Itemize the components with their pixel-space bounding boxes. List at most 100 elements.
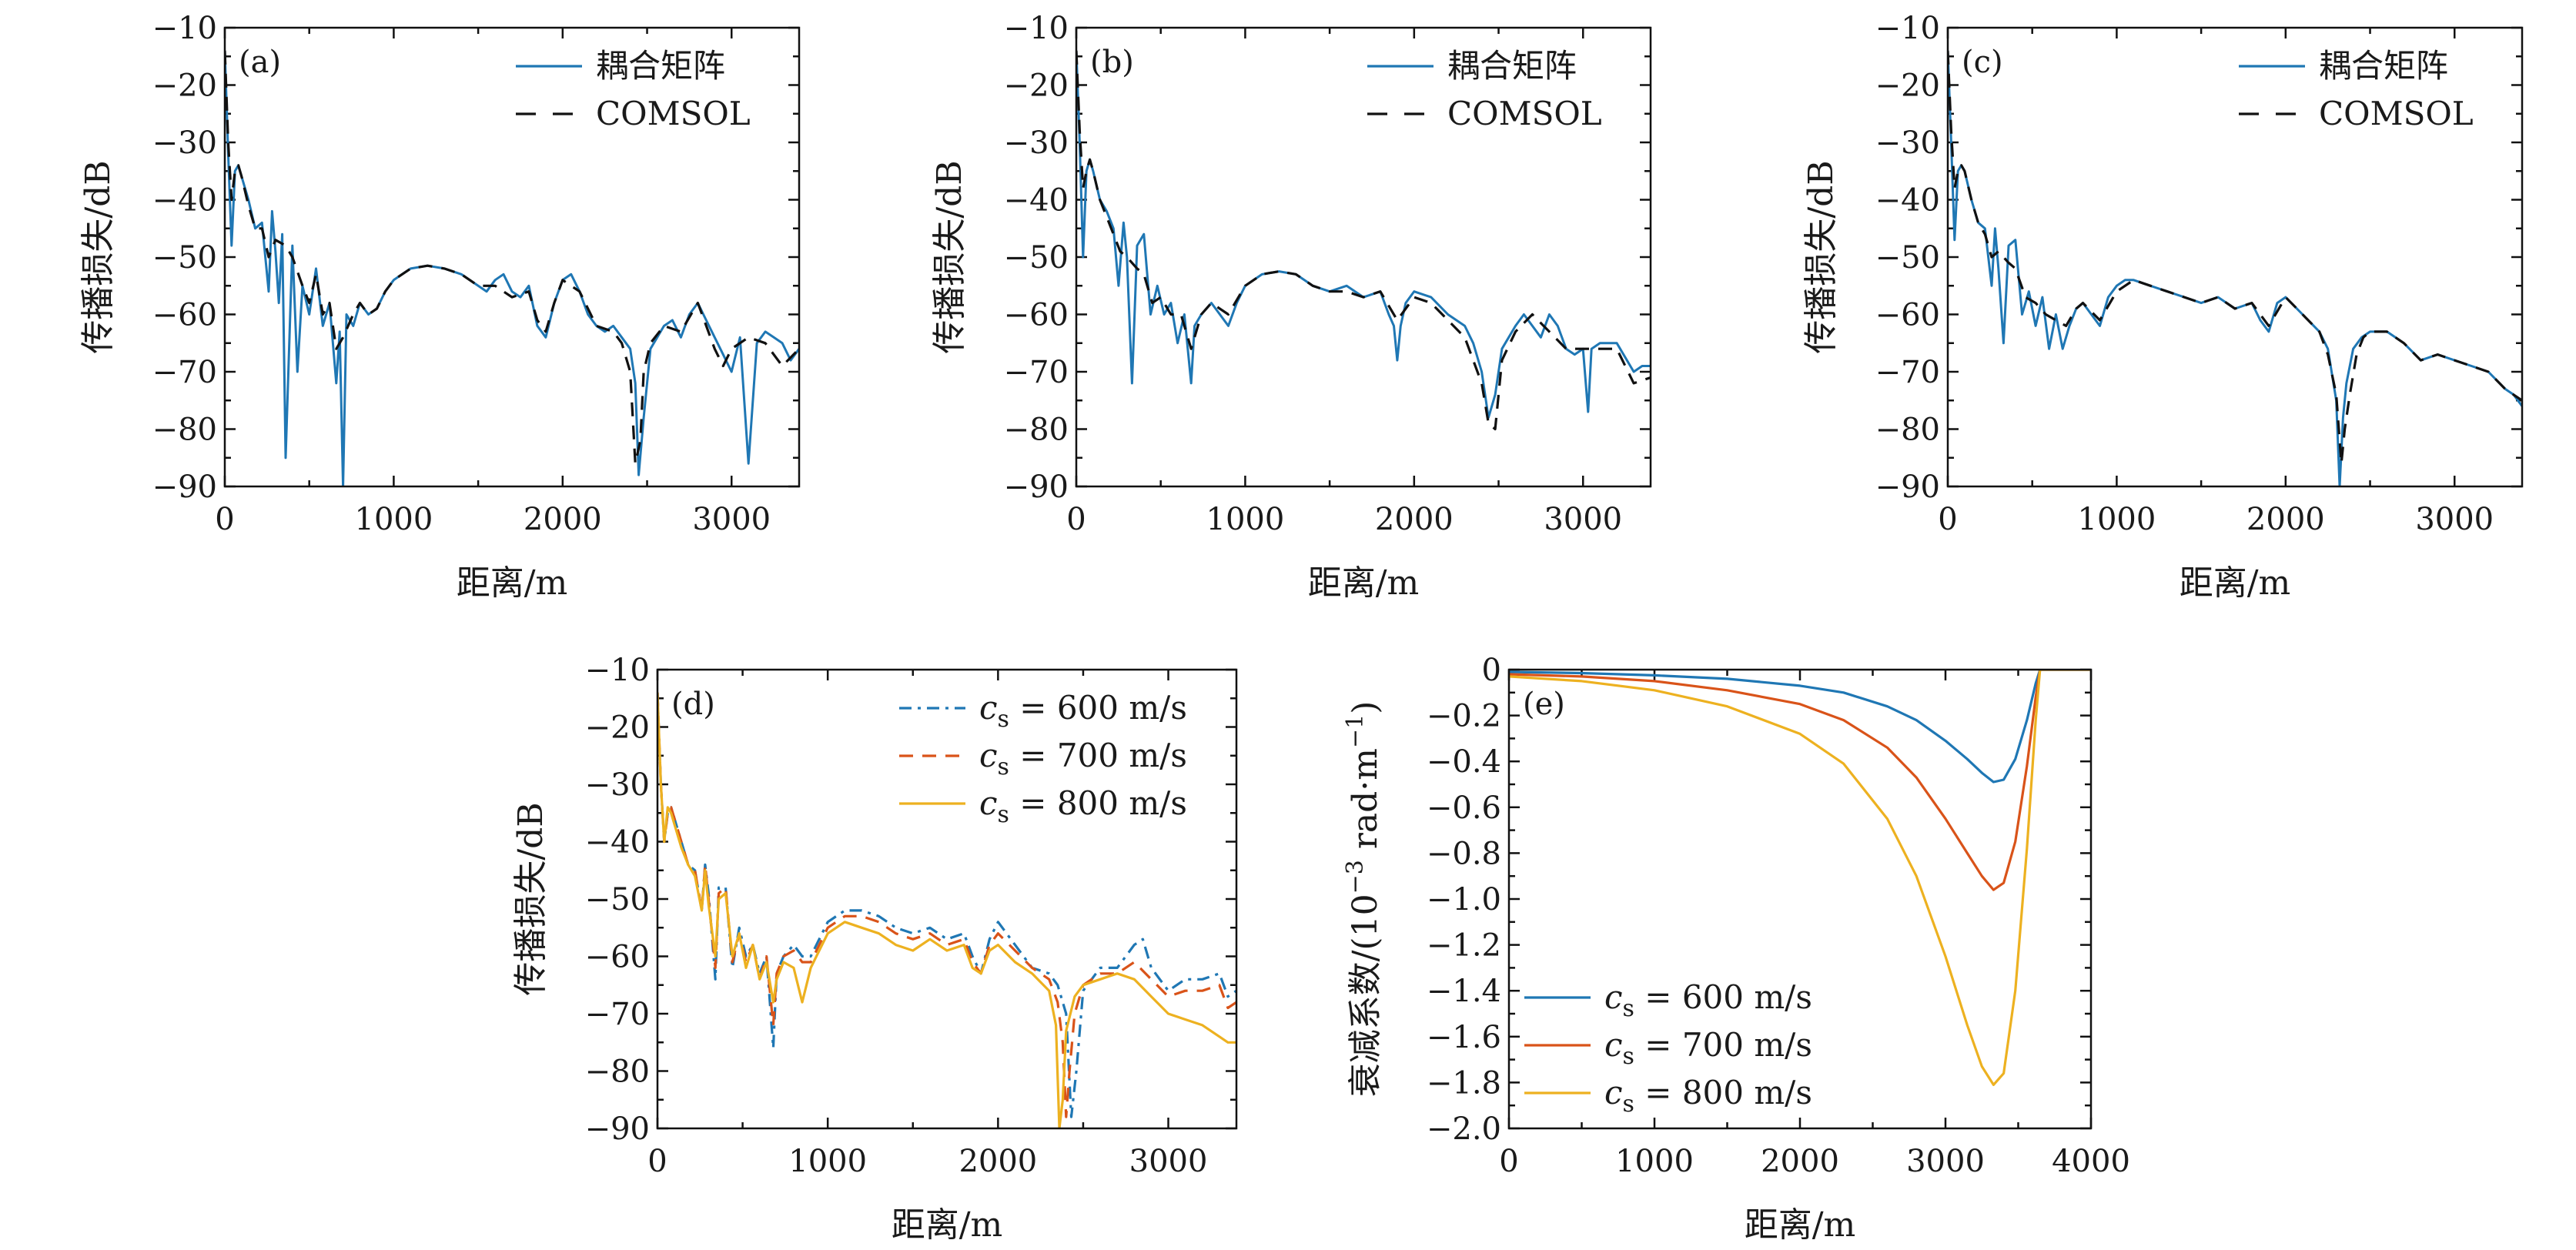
y-axis-title: 传播损失/dB [511,802,550,995]
x-tick-label: 0 [647,1144,667,1179]
y-tick-label: −10 [1875,11,1940,46]
y-tick-label: −40 [1875,183,1940,219]
legend: cs = 600 m/scs = 700 m/scs = 800 m/s [1524,978,1812,1118]
x-tick-label: 4000 [2052,1144,2130,1179]
x-axis-title: 距离/m [1745,1205,1856,1245]
x-tick-label: 0 [215,502,234,537]
y-tick-label: −80 [1004,413,1069,448]
y-tick-label: −20 [152,69,217,104]
x-tick-label: 2000 [958,1144,1037,1179]
series-line-1 [225,50,799,465]
legend: 耦合矩阵 COMSOL [516,47,751,132]
legend-label: COMSOL [2319,95,2474,132]
x-tick-label: 3000 [692,502,771,537]
y-tick-label: −1.8 [1427,1065,1501,1101]
plot-frame [656,668,1238,1130]
y-tick-label: −40 [152,183,217,219]
y-tick-label: −60 [1004,298,1069,333]
y-tick-label: −1.2 [1427,928,1501,964]
x-tick-label: 1000 [1206,502,1285,537]
series-line-0 [225,50,799,486]
y-tick-label: −30 [152,125,217,161]
series-line-1 [1509,670,2091,891]
y-tick-label: −30 [585,767,650,803]
x-tick-label: 1000 [355,502,433,537]
legend-label: cs = 800 m/s [979,784,1187,828]
y-tick-label: −50 [1875,240,1940,276]
y-tick-label: −20 [1004,69,1069,104]
x-tick-label: 2000 [1375,502,1454,537]
series-line-1 [1076,50,1651,431]
y-tick-label: −70 [152,355,217,390]
x-tick-label: 3000 [1906,1144,1985,1179]
x-tick-label: 2000 [524,502,602,537]
y-tick-label: −30 [1875,125,1940,161]
y-axis-title: 传播损失/dB [1802,160,1841,353]
legend-label: 耦合矩阵 [2319,47,2448,85]
y-tick-label: −40 [1004,183,1069,219]
x-tick-label: 2000 [2246,502,2325,537]
legend: 耦合矩阵 COMSOL [1367,47,1602,132]
plot-frame [223,26,801,488]
y-tick-label: −90 [152,470,217,505]
y-tick-label: −1.0 [1427,882,1501,917]
panel-label: (c) [1962,45,2003,80]
y-tick-label: −0.8 [1427,836,1501,871]
y-tick-label: −80 [1875,413,1940,448]
legend-label: 耦合矩阵 [596,47,725,85]
series-line-0 [1076,50,1651,419]
x-tick-label: 3000 [2415,502,2494,537]
legend-label: COMSOL [596,95,751,132]
series-line-2 [1509,670,2091,1086]
y-tick-label: −50 [1004,240,1069,276]
series-line-1 [1948,50,2522,465]
x-tick-label: 0 [1066,502,1086,537]
y-tick-label: −70 [585,997,650,1032]
y-tick-label: −60 [1875,298,1940,333]
y-tick-label: 0 [1482,653,1501,688]
y-tick-label: −50 [152,240,217,276]
x-tick-label: 3000 [1129,1144,1208,1179]
y-tick-label: −20 [1875,69,1940,104]
legend-label: 耦合矩阵 [1447,47,1577,85]
x-tick-label: 3000 [1544,502,1622,537]
y-tick-label: −1.4 [1427,974,1501,1009]
plot-frame [1946,26,2524,488]
panel-b: 0 1000 2000 3000 −10 −20 −30 −40 −50 −60 −70 −80 −90… [930,11,1652,603]
y-tick-label: −80 [585,1054,650,1090]
x-axis-title: 距离/m [457,563,568,603]
panel-a: 0 1000 2000 3000 −10 −20 −30 −40 −50 −60 −70 −80 −90… [79,11,801,603]
legend-label: cs = 800 m/s [1604,1074,1812,1118]
y-tick-label: −30 [1004,125,1069,161]
y-tick-label: −70 [1875,355,1940,390]
legend-label: cs = 600 m/s [1604,978,1812,1022]
legend-label: cs = 700 m/s [979,737,1187,780]
y-tick-label: −10 [1004,11,1069,46]
x-axis-title: 距离/m [892,1205,1003,1245]
x-tick-label: 1000 [788,1144,867,1179]
y-tick-label: −0.2 [1427,699,1501,734]
y-tick-label: −60 [585,940,650,975]
plot-frame [1075,26,1652,488]
legend-label: COMSOL [1447,95,1602,132]
plot-frame [1507,668,2093,1130]
y-tick-label: −2.0 [1427,1111,1501,1147]
panel-e: 0 1000 2000 3000 4000 0 −0.2 −0.4 −0.6 −0.8 −1.0 −1… [1342,653,2130,1245]
y-tick-label: −90 [585,1111,650,1147]
y-tick-label: −0.4 [1427,744,1501,780]
y-axis-title: 传播损失/dB [930,160,969,353]
y-tick-label: −60 [152,298,217,333]
x-tick-label: 0 [1499,1144,1518,1179]
y-tick-label: −1.6 [1427,1020,1501,1055]
y-tick-label: −90 [1875,470,1940,505]
y-axis-title: 传播损失/dB [79,160,118,353]
x-tick-label: 1000 [2078,502,2156,537]
y-tick-label: −20 [585,710,650,746]
y-tick-label: −70 [1004,355,1069,390]
x-axis-title: 距离/m [2180,563,2291,603]
panel-label: (a) [239,45,281,80]
y-tick-label: −10 [585,653,650,688]
x-axis-title: 距离/m [1308,563,1420,603]
y-tick-label: −90 [1004,470,1069,505]
